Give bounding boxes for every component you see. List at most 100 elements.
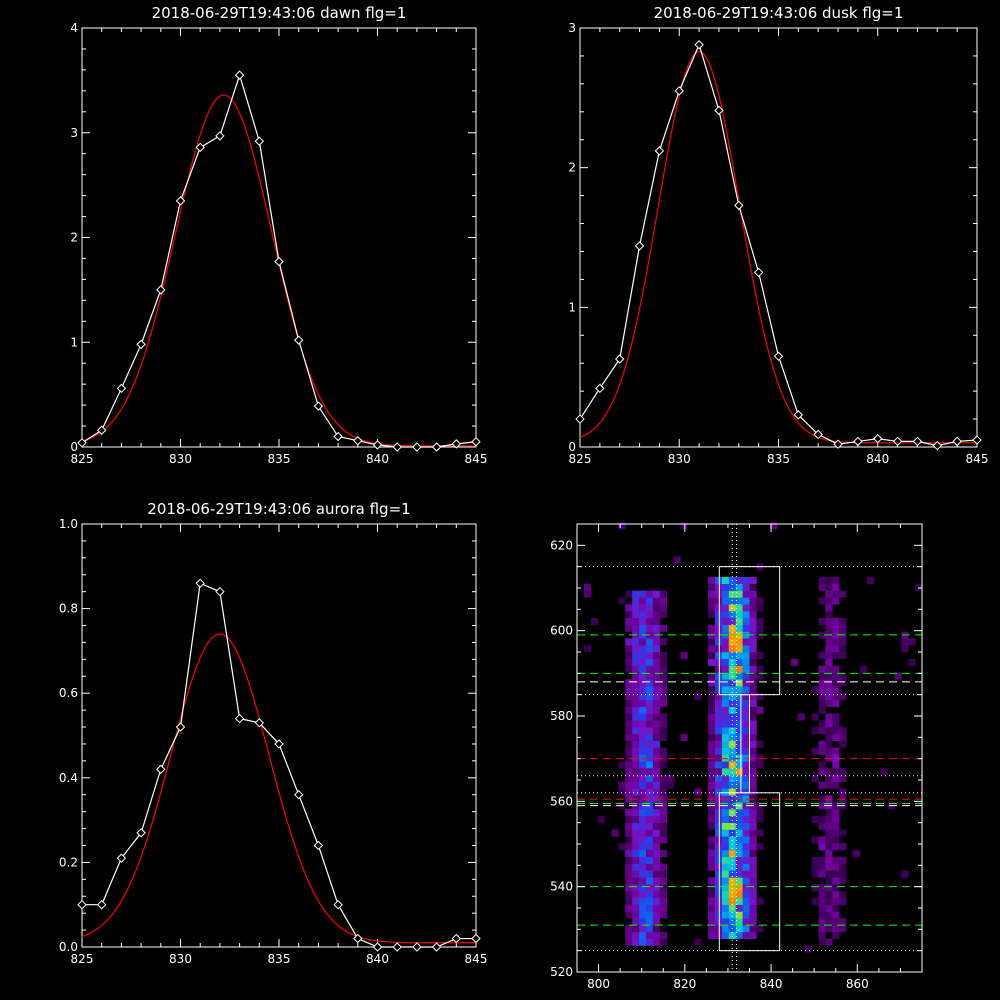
data-point [195,578,205,588]
heatmap-cell [818,815,826,823]
heatmap-cell [818,720,826,728]
heatmap-cell [749,733,757,741]
heatmap-cell [632,829,640,837]
heatmap-cell [659,802,667,810]
heatmap-cell [749,672,757,680]
heatmap-cell [721,699,730,707]
x-tick-label: 860 [846,977,869,991]
heatmap-cell [618,597,626,605]
heatmap-cell [735,693,743,701]
heatmap-cell [728,706,736,714]
chart-title: 2018-06-29T19:43:06 aurora flg=1 [147,500,410,518]
heatmap-cell [839,863,847,871]
data-point [136,828,146,838]
heatmap-cell [632,781,640,789]
heatmap-cell [721,686,730,694]
heatmap-cell [694,788,702,796]
heatmap-cell [721,693,730,701]
x-tick-label: 830 [169,952,192,966]
heatmap-cell [625,665,633,673]
heatmap-cell [728,686,736,694]
y-tick-label: 620 [550,538,573,552]
heatmap-cell [632,925,640,933]
heatmap-cell [715,652,723,660]
heatmap-cell [652,938,661,946]
heatmap-cell [790,658,799,666]
heatmap-cell [811,836,819,844]
heatmap-cell [652,781,661,789]
heatmap-cell [639,781,647,789]
heatmap-cell [818,802,826,810]
data-point [156,285,166,295]
heatmap-cell [818,747,826,755]
heatmap-cell [646,686,654,694]
heatmap-cell [639,774,647,782]
heatmap-cell [652,686,661,694]
heatmap-cell [659,624,667,632]
heatmap-cell [632,672,640,680]
heatmap-cell [832,809,840,817]
heatmap-cell [632,754,640,762]
data-point [116,383,127,394]
heatmap-cell [659,733,667,741]
heatmap-cell [652,638,661,646]
heatmap-cell [735,843,743,851]
heatmap-cell [742,829,750,837]
heatmap-cell [839,925,847,933]
heatmap-cell [742,931,750,939]
heatmap-cell [721,576,730,584]
heatmap-cell [632,856,640,864]
heatmap-cell [659,863,667,871]
heatmap-cell [708,836,716,844]
heatmap-cell [708,604,716,612]
fit-curve [81,94,476,447]
heatmap-cell [756,740,764,748]
heatmap-cell [721,617,730,625]
heatmap-cell [735,850,743,858]
y-tick-label: 600 [550,624,573,638]
heatmap-cell [749,686,757,694]
heatmap-cell [839,652,847,660]
heatmap-cell [825,870,833,878]
heatmap-cell [825,699,833,707]
y-tick-label: 520 [550,965,573,979]
heatmap-cell [639,611,647,619]
data-point [892,436,903,447]
heatmap-cell [652,822,661,830]
heatmap-cell [742,679,750,687]
heatmap-cell [721,583,730,591]
heatmap-cell [652,727,661,735]
heatmap-cell [618,788,626,796]
data-point [595,383,605,394]
heatmap-cell [646,870,654,878]
heatmap-cell [715,583,723,591]
heatmap-cell [625,686,633,694]
heatmap-cell [632,658,640,666]
heatmap-cell [770,522,778,530]
heatmap-cell [818,925,826,933]
heatmap-cell [694,693,702,701]
heatmap-cell [625,856,633,864]
heatmap-cell [680,652,688,660]
heatmap-cell [756,672,764,680]
heatmap-cell [742,897,750,905]
heatmap-cell [639,761,647,769]
heatmap-cell [715,679,723,687]
heatmap-cell [735,665,743,673]
heatmap-cell [818,597,826,605]
heatmap-cell [715,754,723,762]
y-tick-label: 4 [70,21,78,35]
heatmap-cell [742,713,750,721]
heatmap-cell [659,652,667,660]
heatmap-cell [818,856,826,864]
heatmap-cell [659,890,667,898]
heatmap-cell [625,795,633,803]
heatmap-cell [632,863,640,871]
heatmap-cell [825,774,833,782]
heatmap-cell [646,740,654,748]
heatmap-cell [749,747,757,755]
heatmap-cell [749,850,757,858]
heatmap-cell [742,658,750,666]
heatmap-cell [832,720,840,728]
